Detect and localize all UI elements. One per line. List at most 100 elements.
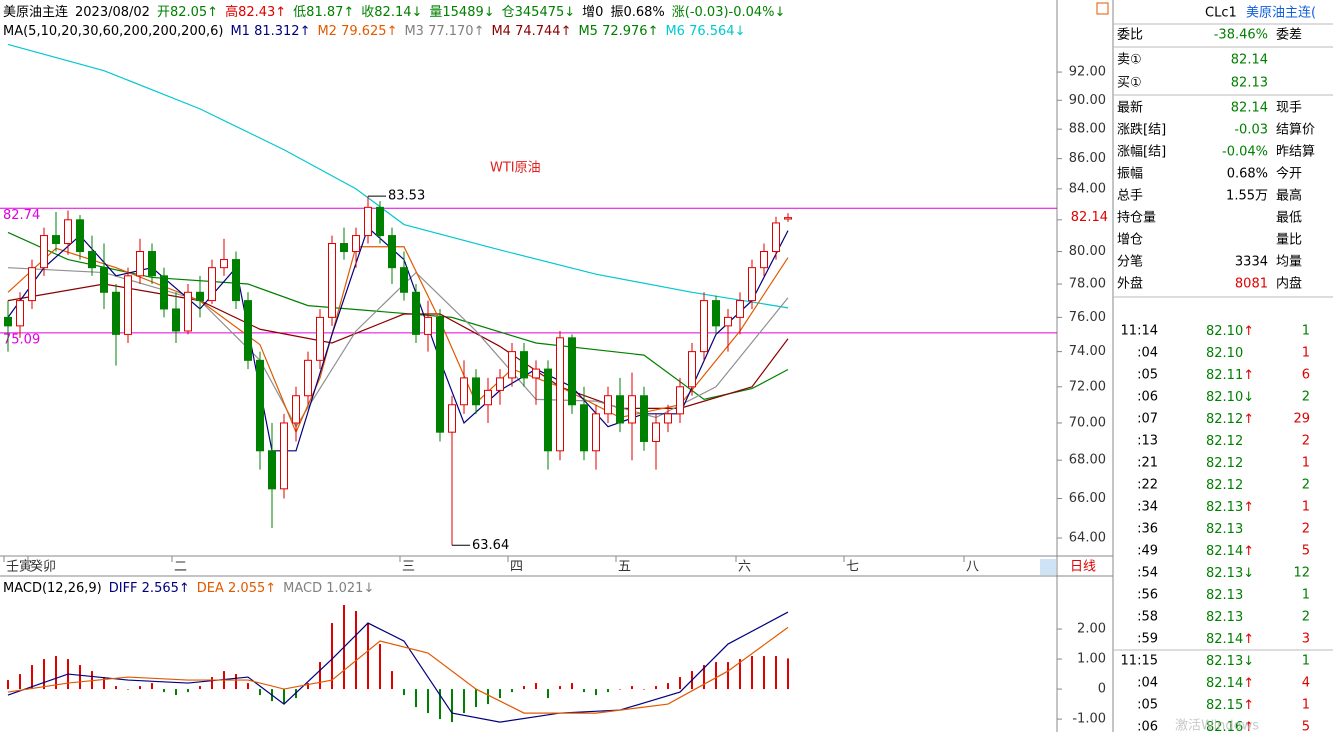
- macd-bar: [583, 689, 585, 693]
- macd-bar: [55, 656, 57, 690]
- macd-bar: [571, 683, 573, 690]
- candle-body: [736, 300, 744, 318]
- y-tick-label: 80.00: [1069, 244, 1106, 259]
- candle-body: [208, 267, 216, 302]
- y-tick-label: 72.00: [1069, 379, 1106, 394]
- symbol-name: 美原油主连(: [1246, 5, 1316, 21]
- legend-item: MACD(12,26,9): [3, 581, 102, 596]
- tick-price: 82.12: [1206, 456, 1243, 471]
- macd-bar: [547, 689, 549, 699]
- tick-volume: 2: [1302, 390, 1310, 405]
- tick-time: :13: [1137, 434, 1158, 449]
- candle-body: [352, 235, 360, 253]
- panel-toggle[interactable]: [1096, 2, 1109, 15]
- tick-price-value: 82.13: [1206, 500, 1243, 515]
- candle-body: [688, 351, 696, 388]
- macd-bar: [427, 689, 429, 714]
- tick-price: 82.12: [1206, 434, 1243, 449]
- tick-arrow: ↑: [1243, 720, 1254, 732]
- candle-body: [436, 316, 444, 433]
- candle-body: [544, 368, 552, 452]
- macd-bar: [739, 659, 741, 690]
- quote-value: 3334: [1235, 255, 1268, 270]
- tick-price: 82.11↑: [1206, 368, 1254, 383]
- quote-label: 涨幅[结]: [1117, 145, 1166, 160]
- legend-item: 涨(-0.03)-0.04%↓: [672, 5, 786, 20]
- quote-value: 8081: [1235, 277, 1268, 292]
- quote-label: 昨结算: [1276, 145, 1315, 160]
- legend-item: 2023/08/02: [75, 5, 150, 20]
- tick-volume: 1: [1302, 698, 1310, 713]
- candle-body: [136, 251, 144, 277]
- macd-line: [7, 611, 789, 723]
- macd-bar: [439, 689, 441, 720]
- tick-price-value: 82.13: [1206, 654, 1243, 669]
- candle-body: [652, 422, 660, 442]
- tick-price-value: 82.10: [1206, 324, 1243, 339]
- candle-body: [448, 404, 456, 433]
- candle-body: [484, 389, 492, 406]
- tick-price: 82.13↓: [1206, 566, 1254, 581]
- candle-body: [16, 300, 24, 327]
- tick-volume: 5: [1302, 720, 1310, 732]
- macd-bar: [247, 683, 249, 690]
- tick-arrow: ↓: [1243, 390, 1254, 405]
- candle-body: [388, 235, 396, 269]
- tick-time: 11:15: [1121, 654, 1158, 669]
- candle-body: [112, 291, 120, 335]
- tick-time: :54: [1137, 566, 1158, 581]
- legend-item: 仓345475↓: [502, 5, 576, 20]
- candle-body: [772, 222, 780, 253]
- macd-bar: [487, 689, 489, 705]
- chart-title: WTI原油: [490, 161, 541, 176]
- macd-bar: [775, 656, 777, 690]
- candle-body: [328, 243, 336, 318]
- macd-bar: [727, 662, 729, 690]
- y-tick-label: 68.00: [1069, 453, 1106, 468]
- legend-item: 低81.87↑: [293, 5, 354, 20]
- y-tick-label: 78.00: [1069, 277, 1106, 292]
- macd-bar: [367, 623, 369, 690]
- tick-price: 82.13↓: [1206, 654, 1254, 669]
- tick-time: :05: [1137, 368, 1158, 383]
- candle-body: [412, 291, 420, 335]
- legend-item: MACD 1.021↓: [283, 581, 374, 596]
- macd-bar: [163, 689, 165, 693]
- period-label: 六: [738, 560, 751, 575]
- candle-body: [160, 275, 168, 310]
- y-tick-label: 86.00: [1069, 151, 1106, 166]
- quote-value: -0.04%: [1222, 145, 1268, 160]
- legend-item: 收82.14↓: [361, 5, 422, 20]
- tick-price-value: 82.12: [1206, 412, 1243, 427]
- candle-body: [364, 206, 372, 237]
- legend-item: 开82.05↑: [157, 5, 218, 20]
- quote-label: 量比: [1276, 233, 1302, 248]
- candle-body: [508, 351, 516, 379]
- macd-bar: [523, 686, 525, 690]
- legend-item: M2 79.625↑: [317, 24, 397, 39]
- tick-time: :36: [1137, 522, 1158, 537]
- candle-body: [748, 267, 756, 302]
- y-tick-label: 0: [1098, 682, 1106, 697]
- candle-body: [760, 251, 768, 269]
- tick-volume: 1: [1302, 346, 1310, 361]
- tick-price: 82.12↑: [1206, 412, 1254, 427]
- tick-arrow: ↑: [1243, 698, 1254, 713]
- y-tick-label: 74.00: [1069, 344, 1106, 359]
- quote-label: 卖①: [1117, 53, 1142, 68]
- macd-bar: [331, 623, 333, 690]
- macd-bar: [139, 686, 141, 690]
- macd-bar: [31, 665, 33, 690]
- scroll-box[interactable]: [1040, 559, 1056, 575]
- period-label: 七: [846, 560, 859, 575]
- macd-bar: [475, 689, 477, 708]
- legend-item: M6 76.564↓: [665, 24, 745, 39]
- macd-bar: [655, 686, 657, 690]
- macd-bar: [187, 689, 189, 693]
- candle-body: [124, 275, 132, 335]
- macd-bar: [307, 683, 309, 690]
- quote-label: 结算价: [1276, 123, 1315, 138]
- tick-arrow: ↓: [1243, 654, 1254, 669]
- symbol: CLc1: [1205, 6, 1237, 21]
